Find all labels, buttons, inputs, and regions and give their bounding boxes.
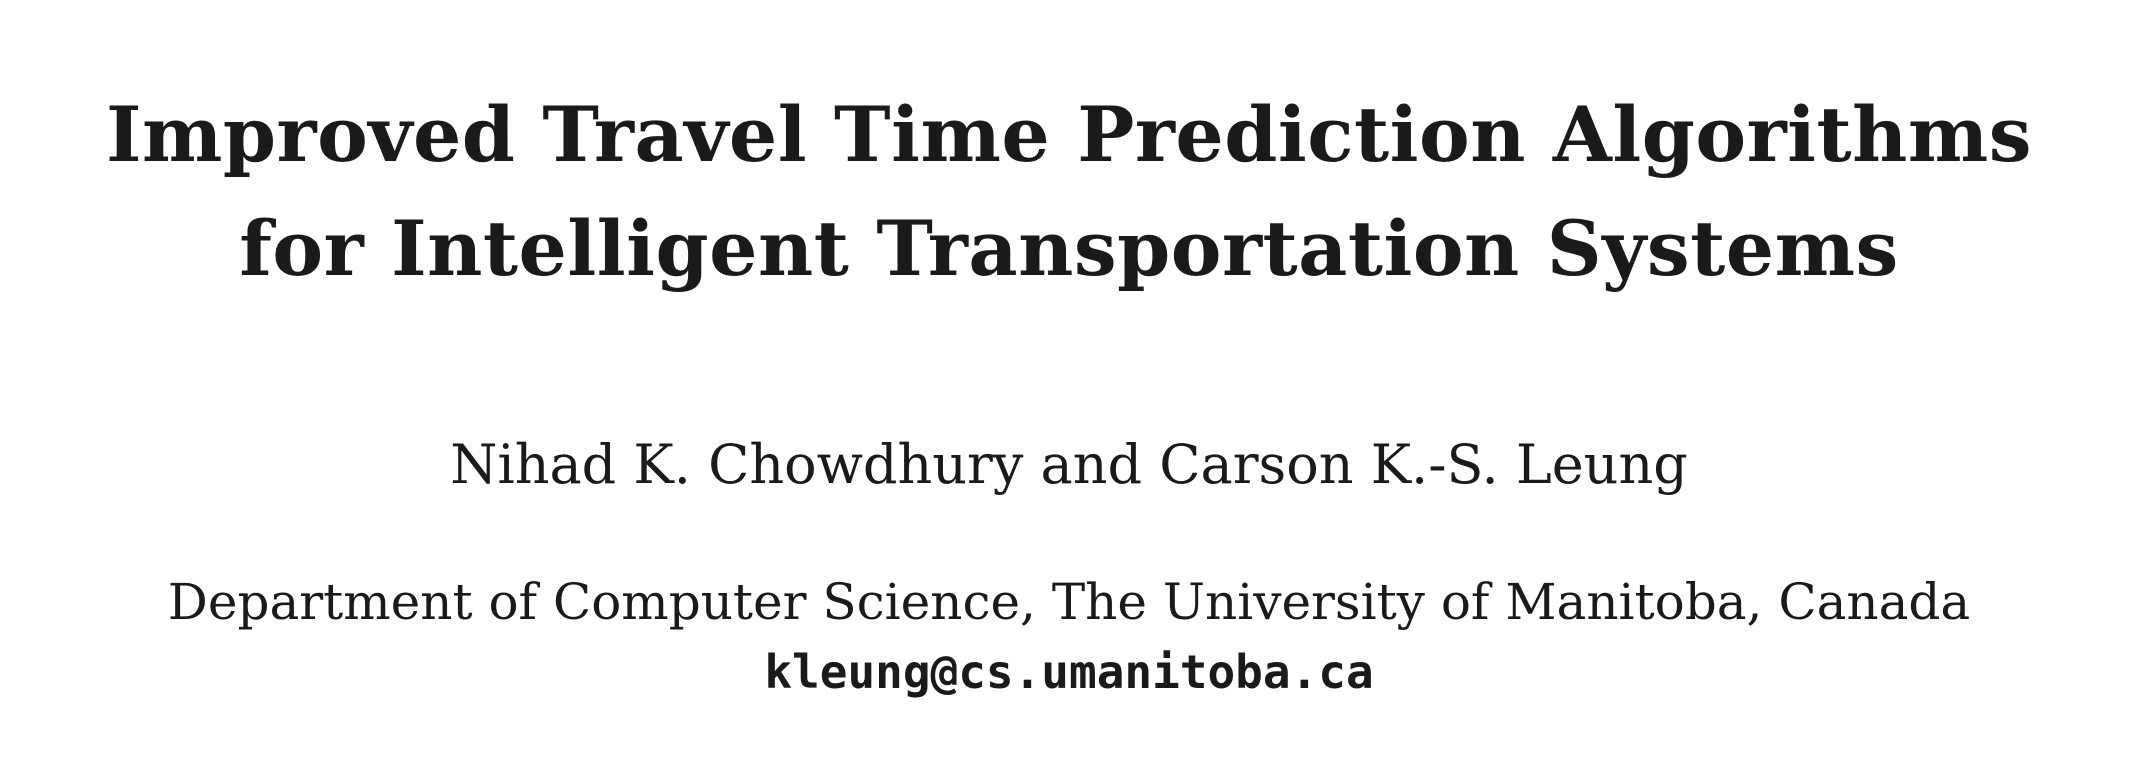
contact-email: kleung@cs.umanitoba.ca <box>764 645 1374 699</box>
paper-title: Improved Travel Time Prediction Algorith… <box>0 78 2138 306</box>
title-line-1: Improved Travel Time Prediction Algorith… <box>105 90 2033 179</box>
author-list: Nihad K. Chowdhury and Carson K.-S. Leun… <box>450 433 1688 496</box>
title-line-2: for Intelligent Transportation Systems <box>239 204 1899 293</box>
affiliation: Department of Computer Science, The Univ… <box>167 573 1971 631</box>
